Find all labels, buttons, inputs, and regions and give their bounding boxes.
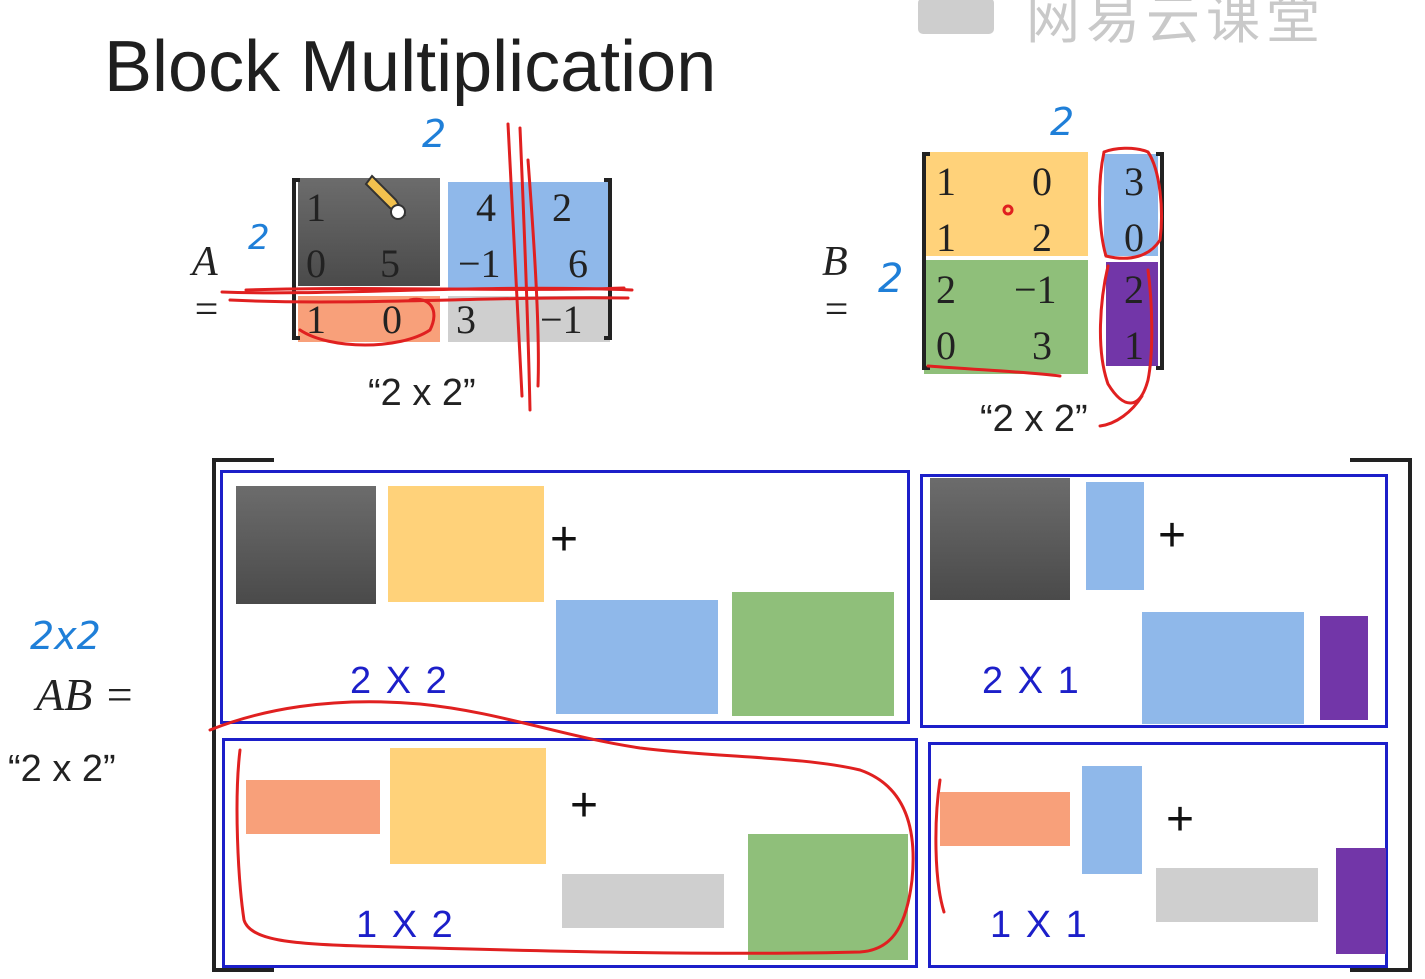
a-r1c1: 1 bbox=[306, 185, 326, 230]
annot-b-col-split: 2 bbox=[1050, 100, 1075, 144]
annot-a-row-split: 2 bbox=[248, 218, 270, 258]
a-r3c4: −1 bbox=[540, 297, 583, 342]
b-r3c3: 2 bbox=[1124, 267, 1144, 312]
tr-blue-tall-tile bbox=[1086, 482, 1144, 590]
tl-plus: + bbox=[550, 513, 579, 566]
b-r2c3: 0 bbox=[1124, 215, 1144, 260]
a-r1c3: 4 bbox=[476, 185, 496, 230]
a-r1c4: 2 bbox=[552, 185, 572, 230]
br-purple-tile bbox=[1336, 848, 1386, 954]
b-r3c1: 2 bbox=[936, 267, 956, 312]
slide-title: Block Multiplication bbox=[104, 27, 717, 107]
tr-dim-label: 2 X 1 bbox=[982, 660, 1081, 702]
b-r1c1: 1 bbox=[936, 159, 956, 204]
tl-gray-tile bbox=[236, 486, 376, 604]
bl-dim-label: 1 X 2 bbox=[356, 904, 455, 946]
bl-salmon-tile bbox=[246, 780, 380, 834]
a-r3c1: 1 bbox=[306, 297, 326, 342]
watermark-text: 网易云课堂 bbox=[1026, 0, 1326, 51]
b-r2c2: 2 bbox=[1032, 215, 1052, 260]
b-r3c2: −1 bbox=[1014, 267, 1057, 312]
b-r4c3: 1 bbox=[1124, 323, 1144, 368]
matrix-a-size-label: “2 x 2” bbox=[368, 372, 476, 414]
b-r4c1: 0 bbox=[936, 323, 956, 368]
a-r2c1: 0 bbox=[306, 241, 326, 286]
tl-green-tile bbox=[732, 592, 894, 716]
matrix-a-label: A = bbox=[192, 239, 221, 333]
br-dim-label: 1 X 1 bbox=[990, 904, 1089, 946]
annot-ab-size: 2x2 bbox=[30, 614, 101, 658]
bl-lightgray-tile bbox=[562, 874, 724, 928]
b-r1c2: 0 bbox=[1032, 159, 1052, 204]
product-size-label: “2 x 2” bbox=[8, 748, 116, 790]
b-r2c1: 1 bbox=[936, 215, 956, 260]
bl-green-tile bbox=[748, 834, 908, 960]
bl-plus: + bbox=[570, 779, 599, 832]
watermark: 网易云课堂 bbox=[918, 0, 1398, 50]
b-block-yellow bbox=[924, 152, 1088, 256]
b-r1c3: 3 bbox=[1124, 159, 1144, 204]
a-r2c4: 6 bbox=[568, 241, 588, 286]
product-label: AB = bbox=[36, 669, 135, 720]
a-r3c3: 3 bbox=[456, 297, 476, 342]
br-plus: + bbox=[1166, 793, 1195, 846]
a-r3c2: 0 bbox=[382, 297, 402, 342]
b-block-green bbox=[924, 260, 1088, 374]
a-r2c2: 5 bbox=[380, 241, 400, 286]
matrix-b-size-label: “2 x 2” bbox=[980, 398, 1088, 440]
tr-plus: + bbox=[1158, 509, 1187, 562]
annot-b-row-split: 2 bbox=[878, 256, 904, 302]
tr-purple-tile bbox=[1320, 616, 1368, 720]
tr-blue-tile bbox=[1142, 612, 1304, 724]
tl-dim-label: 2 X 2 bbox=[350, 660, 449, 702]
bl-yellow-tile bbox=[390, 748, 546, 864]
tl-yellow-tile bbox=[388, 486, 544, 602]
br-lightgray-tile bbox=[1156, 868, 1318, 922]
watermark-logo-icon bbox=[918, 0, 994, 34]
br-salmon-tile bbox=[940, 792, 1070, 846]
tr-gray-tile bbox=[930, 478, 1070, 600]
tl-blue-tile bbox=[556, 600, 718, 714]
b-r4c2: 3 bbox=[1032, 323, 1052, 368]
a-r2c3: −1 bbox=[458, 241, 501, 286]
matrix-b-label: B = bbox=[822, 239, 851, 333]
br-blue-tall-tile bbox=[1082, 766, 1142, 874]
annot-a-col-split: 2 bbox=[422, 112, 447, 156]
